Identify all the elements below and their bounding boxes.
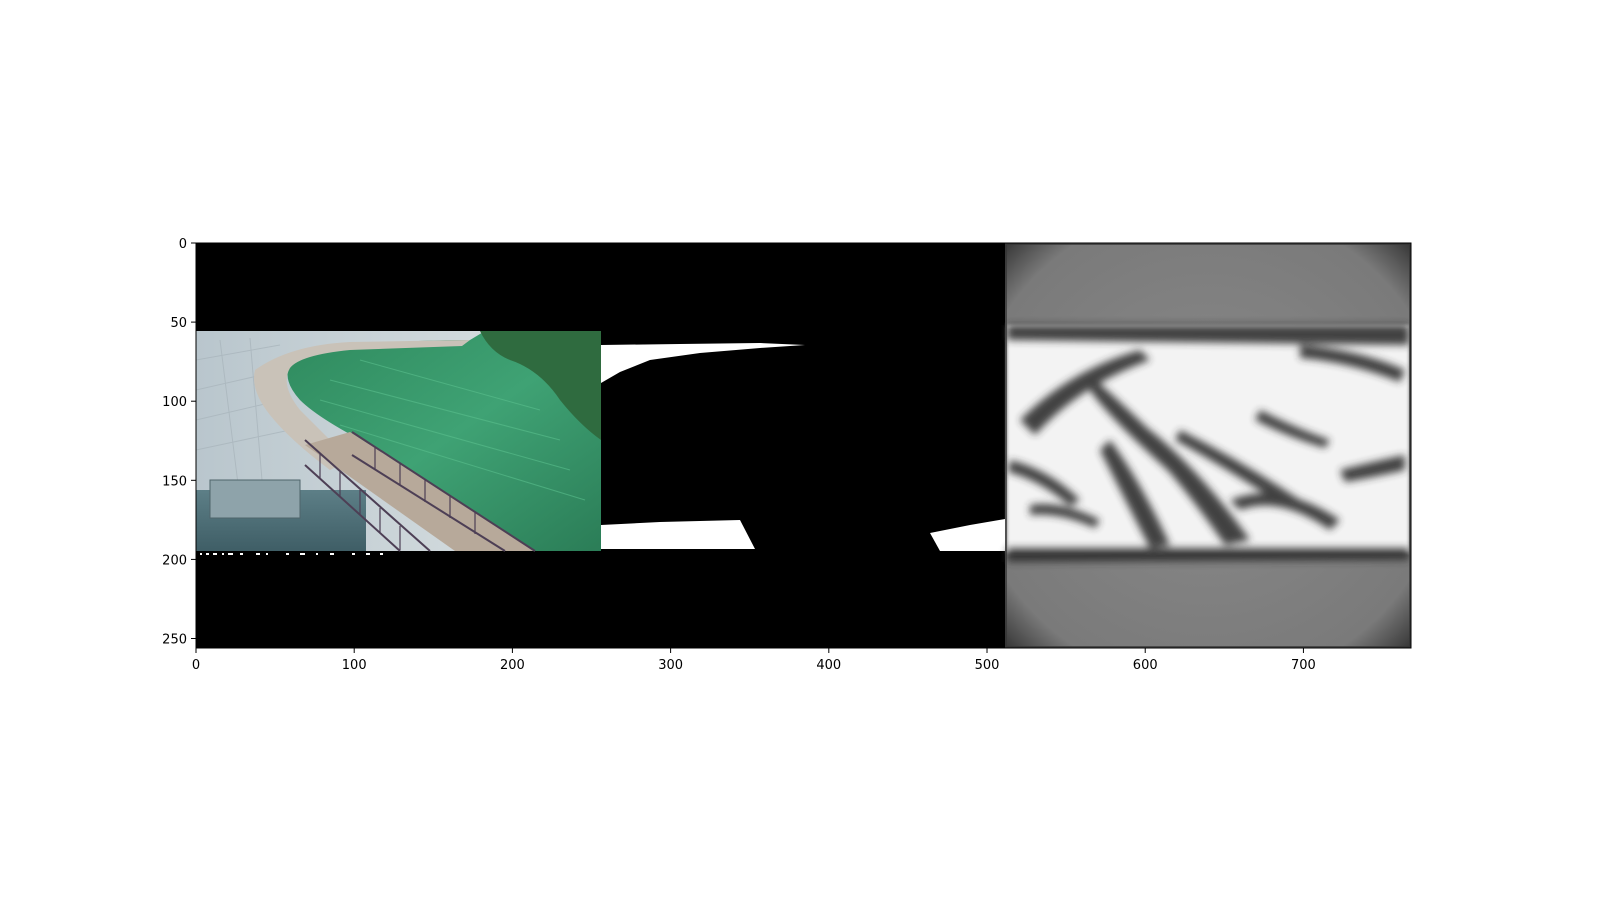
photo-panel: [196, 331, 601, 555]
x-tick-label: 200: [500, 658, 525, 673]
y-tick-label: 50: [170, 316, 187, 331]
photo-trees: [480, 331, 601, 440]
mask-region-top: [601, 343, 805, 383]
prediction-border: [1005, 243, 1411, 648]
x-tick-label: 700: [1291, 658, 1316, 673]
image-area: [196, 243, 1411, 648]
x-tick-label: 0: [192, 658, 200, 673]
y-tick-label: 250: [162, 633, 187, 648]
y-tick-label: 150: [162, 474, 187, 489]
x-tick-label: 500: [975, 658, 1000, 673]
y-tick-label: 200: [162, 553, 187, 568]
photo-bridge-posts: [319, 447, 476, 550]
y-tick-label: 0: [179, 237, 187, 252]
x-tick-label: 300: [658, 658, 683, 673]
photo-grass: [287, 331, 601, 551]
y-tick-label: 100: [162, 395, 187, 410]
prediction-panel: [1005, 243, 1411, 648]
y-axis: 0 50 100 150 200 250: [162, 237, 196, 648]
photo-walkway: [254, 340, 470, 470]
x-axis: 0 100 200 300 400 500 600 700: [192, 648, 1316, 673]
x-tick-label: 600: [1133, 658, 1158, 673]
mask-panel: [601, 343, 1005, 551]
photo-timestamp-dots: [200, 553, 383, 555]
x-tick-label: 400: [816, 658, 841, 673]
prediction-dark-strokes: [1007, 325, 1409, 562]
photo-grass-texture: [319, 359, 586, 501]
axes-frame: [195, 242, 1412, 649]
photo-weir: [209, 479, 301, 519]
photo-bridge-railings: [304, 431, 536, 552]
mask-region-bottom-left: [601, 520, 755, 549]
x-tick-label: 100: [342, 658, 367, 673]
mask-region-bottom-right: [930, 519, 1005, 551]
